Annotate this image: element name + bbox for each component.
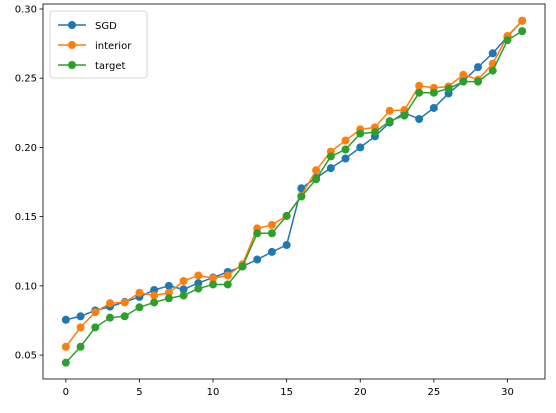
data-point-target: [518, 27, 527, 36]
data-point-target: [61, 358, 70, 367]
y-tick-label: 0.30: [15, 4, 37, 15]
data-point-interior: [164, 288, 173, 297]
legend-marker-target: [68, 61, 76, 69]
data-point-target: [326, 152, 335, 161]
data-point-target: [503, 36, 512, 45]
data-point-sgd: [150, 285, 159, 294]
data-point-sgd: [474, 63, 483, 72]
data-point-target: [267, 229, 276, 238]
data-point-target: [444, 84, 453, 93]
data-point-interior: [459, 70, 468, 79]
series-target: [61, 27, 527, 367]
x-tick-label: 15: [280, 387, 293, 398]
data-point-sgd: [76, 312, 85, 321]
y-tick-label: 0.10: [15, 281, 37, 292]
data-point-target: [312, 175, 321, 184]
series-line-target: [65, 30, 523, 364]
data-point-sgd: [341, 154, 350, 163]
legend: SGD interior target: [49, 10, 148, 79]
x-tick-label: 20: [354, 387, 367, 398]
legend-label-interior: interior: [95, 41, 132, 52]
data-point-target: [209, 280, 218, 289]
data-point-sgd: [356, 143, 365, 152]
data-point-target: [474, 77, 483, 86]
x-tick-label: 10: [207, 387, 220, 398]
data-point-target: [223, 280, 232, 289]
data-point-interior: [194, 271, 203, 280]
data-point-target: [194, 284, 203, 293]
y-tick-label: 0.15: [15, 212, 37, 223]
data-point-target: [238, 262, 247, 271]
data-point-target: [488, 66, 497, 75]
data-point-sgd: [267, 247, 276, 256]
data-point-target: [150, 298, 159, 307]
data-point-interior: [179, 276, 188, 285]
data-point-interior: [518, 16, 527, 25]
data-point-interior: [91, 308, 100, 317]
plot-area: [61, 16, 527, 367]
data-point-interior: [312, 166, 321, 175]
data-point-sgd: [253, 255, 262, 264]
data-point-interior: [105, 299, 114, 308]
data-point-interior: [267, 220, 276, 229]
data-point-sgd: [179, 285, 188, 294]
data-point-target: [253, 229, 262, 238]
data-point-target: [135, 303, 144, 312]
legend-label-sgd: SGD: [95, 21, 117, 32]
data-point-target: [282, 211, 291, 220]
x-tick-label: 5: [136, 387, 142, 398]
data-point-target: [415, 88, 424, 97]
data-point-target: [429, 88, 438, 97]
data-point-interior: [120, 298, 129, 307]
data-point-interior: [76, 323, 85, 332]
y-tick-label: 0.20: [15, 143, 37, 154]
legend-marker-interior: [68, 41, 76, 49]
data-point-interior: [341, 136, 350, 145]
x-tick-label: 0: [63, 387, 69, 398]
y-tick-label: 0.25: [15, 74, 37, 85]
axis-ticks: 0 5 10 15 20 25 30 0.05 0.10 0.15 0.20 0.25 0.30: [15, 4, 514, 398]
data-point-target: [164, 294, 173, 303]
data-point-target: [356, 129, 365, 138]
legend-label-target: target: [95, 61, 125, 72]
data-point-target: [459, 77, 468, 86]
data-point-interior: [223, 271, 232, 280]
data-point-sgd: [164, 281, 173, 290]
data-point-target: [76, 342, 85, 351]
x-tick-label: 25: [427, 387, 440, 398]
data-point-target: [120, 312, 129, 321]
data-point-interior: [135, 288, 144, 297]
data-point-sgd: [488, 49, 497, 58]
data-point-interior: [385, 106, 394, 115]
data-point-target: [385, 117, 394, 126]
data-point-sgd: [415, 115, 424, 124]
data-point-target: [370, 128, 379, 137]
data-point-target: [179, 291, 188, 300]
data-point-sgd: [297, 184, 306, 193]
data-point-target: [297, 192, 306, 201]
data-point-sgd: [282, 241, 291, 250]
data-point-sgd: [326, 164, 335, 173]
y-tick-label: 0.05: [15, 351, 37, 362]
data-point-target: [341, 145, 350, 154]
x-tick-label: 30: [501, 387, 514, 398]
data-point-sgd: [61, 315, 70, 324]
data-point-target: [400, 111, 409, 120]
data-point-sgd: [194, 279, 203, 288]
data-point-interior: [150, 291, 159, 300]
axes-frame: [42, 3, 546, 380]
data-point-target: [105, 313, 114, 322]
data-point-interior: [415, 81, 424, 90]
data-point-sgd: [429, 103, 438, 112]
data-point-interior: [209, 274, 218, 283]
legend-marker-sgd: [68, 21, 76, 29]
data-point-interior: [61, 342, 70, 351]
data-point-target: [91, 323, 100, 332]
